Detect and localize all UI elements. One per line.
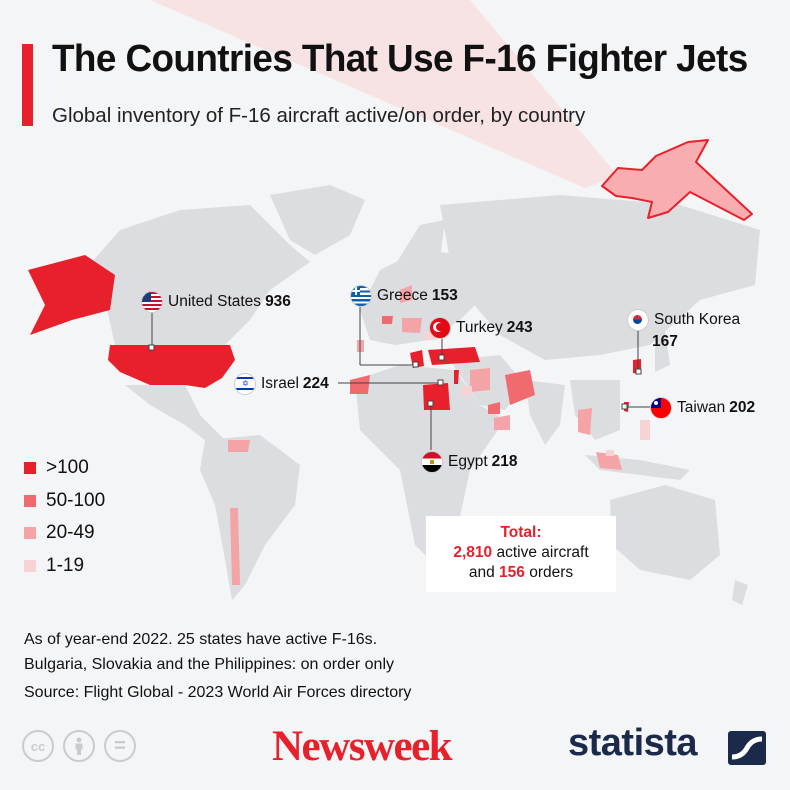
source-note: Source: Flight Global - 2023 World Air F… — [24, 684, 412, 701]
legend-swatch — [24, 462, 36, 475]
legend-label: >100 — [46, 457, 89, 479]
total-heading: Total: — [500, 524, 542, 541]
legend-item: >100 — [24, 452, 105, 485]
legend-item: 20-49 — [24, 517, 105, 550]
legend-item: 1-19 — [24, 550, 105, 583]
poland-shape — [402, 318, 422, 333]
attribution-icon — [63, 730, 95, 762]
country-name: Egypt — [448, 453, 488, 470]
legend-label: 20-49 — [46, 522, 95, 544]
no-derivatives-icon: = — [104, 730, 136, 762]
south-korea-flag-icon — [627, 309, 649, 331]
page-title: The Countries That Use F-16 Fighter Jets — [52, 38, 748, 80]
license-icons: cc = — [22, 730, 145, 762]
taiwan-flag-icon — [650, 397, 672, 419]
label-turkey: Turkey 243 — [429, 317, 533, 339]
norway-denmark-shape — [400, 285, 412, 303]
morocco-shape — [350, 375, 370, 394]
israel-shape — [454, 370, 459, 384]
leader-dots — [148, 344, 642, 410]
note-line-2: Bulgaria, Slovakia and the Philippines: … — [24, 656, 395, 673]
title-accent-bar — [22, 44, 33, 126]
usa-shape — [108, 345, 235, 388]
legend-swatch — [24, 559, 36, 572]
country-value: 167 — [652, 333, 678, 350]
total-orders-value: 156 — [499, 564, 525, 581]
legend-label: 50-100 — [46, 489, 106, 511]
venezuela-shape — [228, 440, 250, 452]
iraq-shape — [470, 368, 490, 392]
country-value: 243 — [506, 319, 533, 336]
country-name: Greece — [377, 287, 428, 304]
country-value: 153 — [431, 287, 458, 304]
thailand-shape — [578, 408, 592, 435]
newsweek-logo: Newsweek — [272, 723, 453, 770]
label-taiwan: Taiwan 202 — [650, 397, 755, 419]
map-legend: >100 50-100 20-49 1-19 — [24, 452, 105, 582]
bahrain-oman-shape — [494, 415, 510, 430]
country-value: 224 — [302, 375, 329, 392]
philippines-shape — [640, 420, 650, 440]
total-active-value: 2,810 — [453, 544, 493, 561]
statista-logo-text: statista — [568, 722, 698, 764]
turkey-shape — [428, 347, 480, 365]
total-active-text: active aircraft — [496, 544, 589, 561]
singapore-shape — [606, 450, 614, 456]
uae-shape — [488, 402, 500, 414]
cc-icon: cc — [22, 730, 54, 762]
label-israel: ✡ Israel 224 — [234, 373, 329, 395]
egypt-flag-icon — [421, 451, 443, 473]
total-and-text: and — [468, 564, 495, 581]
country-name: Taiwan — [677, 399, 726, 416]
label-united-states: United States 936 — [141, 291, 291, 313]
turkey-flag-icon — [429, 317, 451, 339]
indonesia-shape — [596, 452, 622, 470]
total-orders-text: orders — [529, 564, 574, 581]
netherlands-belgium-shape — [382, 316, 393, 324]
egypt-shape — [423, 383, 450, 410]
chile-shape — [230, 508, 240, 585]
country-value: 936 — [265, 293, 291, 310]
jordan-shape — [462, 386, 472, 396]
page-subtitle: Global inventory of F-16 aircraft active… — [52, 104, 586, 127]
legend-swatch — [24, 494, 36, 507]
country-value: 218 — [491, 453, 518, 470]
statista-logo-icon — [728, 731, 766, 765]
label-egypt: Egypt 218 — [421, 451, 518, 473]
total-box: Total: 2,810 active aircraft and 156 ord… — [426, 516, 616, 592]
country-name: United States — [168, 293, 262, 310]
legend-label: 1-19 — [46, 554, 85, 576]
pakistan-shape — [505, 370, 535, 405]
alaska-shape — [28, 255, 115, 335]
country-name: Israel — [261, 375, 299, 392]
jet-icon — [601, 139, 753, 221]
country-shapes — [28, 255, 650, 585]
legend-item: 50-100 — [24, 485, 105, 518]
country-name: Turkey — [456, 319, 503, 336]
label-greece: Greece 153 — [350, 285, 458, 307]
legend-swatch — [24, 527, 36, 540]
note-line-1: As of year-end 2022. 25 states have acti… — [24, 631, 378, 648]
land-base — [85, 185, 760, 605]
country-value: 202 — [729, 399, 756, 416]
greece-flag-icon — [350, 285, 372, 307]
israel-flag-icon: ✡ — [234, 373, 256, 395]
us-flag-icon — [141, 291, 163, 313]
label-south-korea: South Korea 167 — [627, 309, 740, 351]
leader-lines — [151, 305, 650, 450]
country-name: South Korea — [654, 311, 741, 328]
